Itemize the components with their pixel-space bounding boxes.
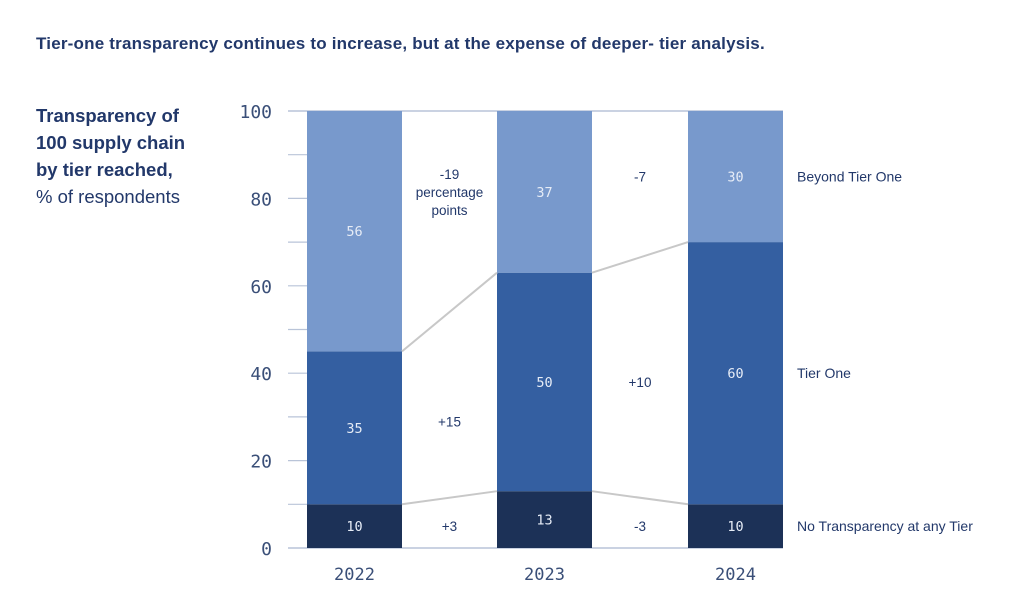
- connector-line: [591, 490, 689, 506]
- data-label: 13: [536, 513, 552, 529]
- y-tick-label: 100: [239, 102, 272, 123]
- connector-line: [401, 271, 498, 353]
- change-label: points: [431, 203, 467, 218]
- bar-segment: [497, 491, 592, 548]
- bar-segment: [688, 242, 783, 505]
- y-tick-label: 40: [250, 364, 272, 385]
- y-tick-label: 20: [250, 452, 272, 473]
- connector-line: [401, 490, 498, 506]
- y-tick-label: 60: [250, 277, 272, 298]
- data-label: 10: [346, 519, 362, 535]
- data-label: 10: [727, 519, 743, 535]
- data-label: 30: [727, 170, 743, 186]
- change-label: +3: [442, 519, 457, 534]
- chart-title: Tier-one transparency continues to incre…: [36, 34, 765, 53]
- bar-segment: [307, 351, 402, 505]
- bar-segment: [497, 111, 592, 273]
- change-label: -7: [634, 170, 646, 185]
- legend-label: No Transparency at any Tier: [797, 518, 973, 534]
- y-tick-label: 0: [261, 539, 272, 560]
- legend-label: Beyond Tier One: [797, 169, 902, 185]
- bar-segment: [497, 272, 592, 492]
- data-label: 56: [346, 224, 362, 240]
- change-label: percentage: [416, 185, 484, 200]
- subtitle-line: by tier reached,: [36, 159, 173, 180]
- data-label: 50: [536, 375, 552, 391]
- bar-segment: [688, 111, 783, 243]
- x-tick-label: 2022: [334, 565, 375, 585]
- bar-segment: [307, 111, 402, 352]
- subtitle-line: % of respondents: [36, 186, 180, 207]
- bar-segment: [307, 504, 402, 548]
- bar-segment: [688, 504, 783, 548]
- change-label: -3: [634, 519, 646, 534]
- connector-line: [591, 241, 689, 274]
- x-tick-label: 2023: [524, 565, 565, 585]
- x-tick-label: 2024: [715, 565, 756, 585]
- change-label: +15: [438, 414, 461, 429]
- chart-subtitle: Transparency of 100 supply chain by tier…: [36, 102, 185, 210]
- data-label: 35: [346, 421, 362, 437]
- change-label: -19: [440, 167, 460, 182]
- subtitle-line: Transparency of: [36, 105, 179, 126]
- data-label: 37: [536, 185, 552, 201]
- change-label: +10: [629, 375, 652, 390]
- legend-label: Tier One: [797, 365, 851, 381]
- y-tick-label: 80: [250, 189, 272, 210]
- subtitle-line: 100 supply chain: [36, 132, 186, 153]
- data-label: 60: [727, 366, 743, 382]
